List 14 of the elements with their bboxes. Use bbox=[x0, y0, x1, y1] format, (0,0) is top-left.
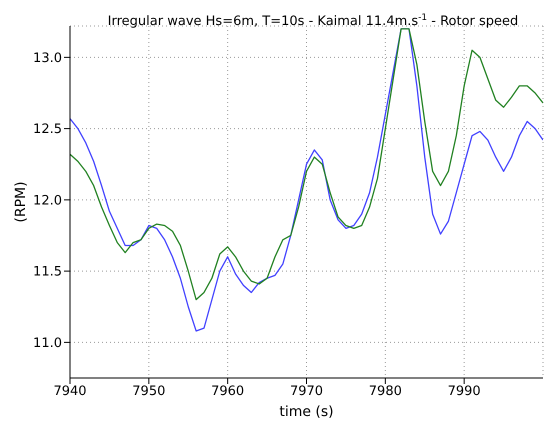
y-tick-label: 11.0 bbox=[33, 336, 62, 351]
y-axis-title: (RPM) bbox=[12, 181, 29, 223]
x-tick-label: 7970 bbox=[290, 384, 324, 400]
chart-title: Irregular wave Hs=6m, T=10s - Kaimal 11.4m.s$^{-1}$ - Rotor speed bbox=[108, 13, 518, 29]
x-tick-label: 7960 bbox=[211, 384, 244, 400]
x-axis-title: time (s) bbox=[279, 404, 334, 420]
y-tick-label: 13.0 bbox=[33, 50, 62, 66]
y-tick-label: 11.5 bbox=[33, 264, 62, 280]
x-tick-label: 7980 bbox=[368, 384, 402, 400]
y-tick-label: 12.5 bbox=[33, 122, 62, 138]
x-tick-label: 7950 bbox=[132, 384, 166, 400]
y-tick-label: 12.0 bbox=[33, 193, 62, 208]
x-tick-label: 7940 bbox=[53, 384, 87, 400]
x-tick-label: 7990 bbox=[448, 384, 481, 400]
